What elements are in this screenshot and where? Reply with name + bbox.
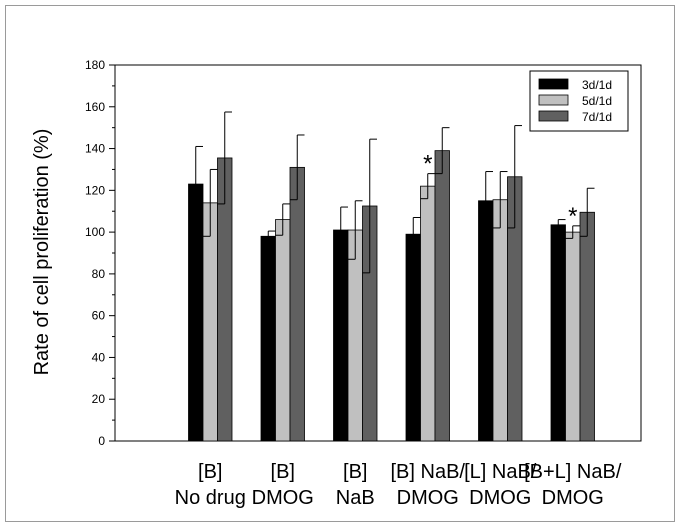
legend-swatch — [538, 78, 569, 90]
bar — [420, 185, 436, 442]
x-category-label: DMOG — [469, 487, 531, 509]
x-category-label: NaB — [336, 487, 375, 509]
y-tick-label: 100 — [85, 225, 105, 239]
y-tick-label: 20 — [92, 392, 106, 406]
significance-star: * — [568, 203, 577, 230]
bar — [289, 166, 305, 442]
y-tick-label: 0 — [98, 434, 105, 448]
bar — [260, 235, 276, 442]
significance-star: * — [423, 151, 432, 178]
bar — [202, 202, 218, 442]
bar — [347, 229, 363, 442]
y-tick-label: 60 — [92, 309, 106, 323]
x-category-label: [L] NaB/ — [464, 461, 537, 483]
legend-label: 5d/1d — [582, 94, 612, 108]
x-category-label: [B] NaB/ — [391, 461, 466, 483]
bar — [405, 233, 421, 442]
bar — [478, 200, 494, 442]
y-tick-label: 160 — [85, 100, 105, 114]
bar — [565, 231, 581, 442]
x-category-label: DMOG — [542, 487, 604, 509]
y-tick-label: 40 — [92, 350, 106, 364]
x-category-label: DMOG — [397, 487, 459, 509]
y-axis-label: Rate of cell proliferation (%) — [31, 129, 53, 376]
y-tick-label: 180 — [85, 58, 105, 72]
x-category-label: [B] — [271, 461, 295, 483]
bar — [188, 183, 204, 442]
x-category-label: [B] — [343, 461, 367, 483]
legend-label: 7d/1d — [582, 110, 612, 124]
bar — [550, 224, 566, 442]
y-tick-label: 140 — [85, 142, 105, 156]
x-category-label: [B] — [198, 461, 222, 483]
y-tick-label: 80 — [92, 267, 106, 281]
bar — [333, 229, 349, 442]
legend-label: 3d/1d — [582, 78, 612, 92]
bar — [492, 199, 508, 442]
bar — [275, 219, 291, 442]
bar — [434, 150, 450, 442]
x-category-label: DMOG — [252, 487, 314, 509]
x-category-label: No drug — [175, 487, 246, 509]
legend-swatch — [538, 110, 569, 122]
plot-area: 0 20 40 60 80 100 120 140 160 180 [B] No drug [B] DMO… — [85, 58, 642, 509]
bar — [579, 211, 595, 442]
x-category-label: [B+L] NaB/ — [524, 461, 622, 483]
y-tick-label: 120 — [85, 183, 105, 197]
legend-swatch — [538, 94, 569, 106]
